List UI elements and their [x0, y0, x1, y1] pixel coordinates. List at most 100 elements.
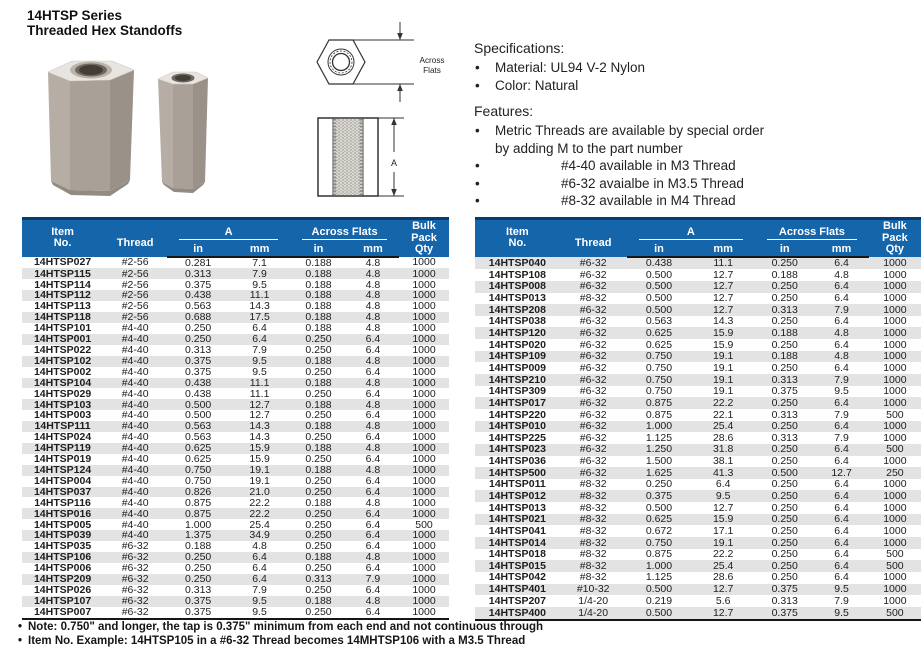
spec-item-color: • Color: Natural [472, 77, 917, 95]
flats-mm-cell: 6.4 [834, 502, 849, 514]
flats-in-cell: 0.250 [305, 410, 332, 422]
item-no-cell: 14HTSP119 [34, 442, 91, 454]
a-in-cell: 1.000 [645, 420, 673, 433]
flats-in-cell: 0.250 [771, 397, 798, 409]
flats-in-cell: 0.188 [305, 322, 332, 334]
table-row: 14HTSP013 #8-32 0.500 12.7 0.250 6.4 1000 [475, 502, 921, 514]
table-row: 14HTSP026 #6-32 0.313 7.9 0.250 6.4 1000 [22, 585, 449, 596]
a-mm-cell: 12.7 [249, 410, 270, 422]
table-row: 14HTSP018 #8-32 0.875 22.2 0.250 6.4 500 [475, 549, 921, 561]
flats-in-cell: 0.188 [305, 399, 332, 411]
a-in-cell: 0.563 [184, 301, 212, 313]
table-row: 14HTSP118 #2-56 0.688 17.5 0.188 4.8 1000 [22, 312, 449, 323]
flats-in-cell: 0.188 [771, 327, 798, 340]
table-row: 14HTSP109 #6-32 0.750 19.1 0.188 4.8 1000 [475, 350, 921, 363]
item-no-cell: 14HTSP102 [33, 355, 92, 367]
header-underline [638, 238, 744, 240]
thread-cell: #4-40 [121, 355, 149, 367]
a-dimension-label: A [391, 158, 397, 168]
flats-in-cell: 0.188 [771, 350, 798, 363]
header-flats-mm: mm [814, 242, 869, 258]
flats-in-cell: 0.188 [305, 268, 332, 280]
flats-in-cell: 0.313 [771, 408, 798, 421]
header-underline [767, 238, 857, 240]
qty-cell: 1000 [412, 562, 436, 574]
item-no-cell: 14HTSP037 [33, 486, 92, 498]
item-no-cell: 14HTSP006 [33, 562, 92, 574]
flats-mm-cell: 6.4 [365, 366, 381, 378]
qty-cell: 1000 [883, 513, 907, 526]
flats-mm-cell: 7.9 [365, 573, 381, 585]
flats-in-cell: 0.188 [305, 279, 332, 291]
flats-in-cell: 0.313 [771, 595, 798, 607]
hex-top-view [316, 39, 366, 85]
table-row: 14HTSP401 #10-32 0.500 12.7 0.375 9.5 1000 [475, 583, 921, 596]
a-in-cell: 0.313 [184, 344, 212, 356]
a-in-cell: 0.375 [184, 355, 212, 367]
feature-item-m3-5: • #6-32 avaialbe in M3.5 Thread [472, 175, 917, 193]
item-no-cell: 14HTSP022 [33, 344, 92, 356]
flats-in-cell: 0.250 [771, 525, 798, 537]
table-row: 14HTSP014 #8-32 0.750 19.1 0.250 6.4 1000 [475, 536, 921, 549]
flats-mm-cell: 4.8 [365, 421, 381, 433]
table-header: Item No. Thread A Across Flats Bulk Pack… [475, 218, 921, 258]
a-mm-cell: 19.1 [712, 536, 734, 549]
a-mm-cell: 12.7 [712, 269, 734, 281]
item-no-cell: 14HTSP023 [488, 443, 546, 456]
flats-mm-cell: 6.4 [365, 530, 381, 542]
qty-cell: 1000 [412, 322, 436, 334]
series-title: 14HTSP Series [27, 8, 123, 23]
item-no-cell: 14HTSP116 [34, 497, 91, 509]
qty-cell: 1000 [412, 301, 436, 313]
specs-features-block: Specifications: • Material: UL94 V-2 Nyl… [472, 40, 917, 210]
qty-cell: 1000 [883, 292, 907, 305]
flats-mm-cell: 6.4 [834, 455, 849, 468]
table-row: 14HTSP036 #6-32 1.500 38.1 0.250 6.4 1000 [475, 456, 921, 468]
a-in-cell: 0.438 [184, 388, 212, 400]
a-mm-cell: 15.9 [712, 327, 734, 340]
a-in-cell: 1.000 [645, 560, 673, 572]
side-view [317, 117, 379, 197]
thread-cell: #2-56 [121, 268, 149, 280]
qty-cell: 1000 [412, 573, 436, 585]
qty-cell: 1000 [412, 606, 436, 619]
thread-cell: 1/4-20 [578, 595, 609, 607]
a-mm-cell: 14.3 [249, 301, 270, 313]
product-title: Threaded Hex Standoffs [27, 23, 183, 39]
flats-mm-cell: 4.8 [365, 552, 381, 563]
table-row: 14HTSP011 #8-32 0.250 6.4 0.250 6.4 1000 [475, 479, 921, 491]
qty-cell: 1000 [883, 525, 907, 537]
table-row: 14HTSP016 #4-40 0.875 22.2 0.250 6.4 1000 [22, 508, 449, 520]
flats-mm-cell: 6.4 [365, 432, 381, 443]
a-in-cell: 1.125 [645, 432, 673, 444]
table-row: 14HTSP024 #4-40 0.563 14.3 0.250 6.4 1000 [22, 432, 449, 443]
item-no-cell: 14HTSP103 [33, 399, 92, 411]
qty-cell: 1000 [412, 508, 436, 520]
feature-item-m4: • #8-32 available in M4 Thread [472, 192, 917, 210]
table-row: 14HTSP220 #6-32 0.875 22.1 0.313 7.9 500 [475, 409, 921, 421]
flats-mm-cell: 4.8 [365, 290, 381, 302]
item-no-cell: 14HTSP009 [488, 362, 546, 374]
thread-cell: #8-32 [579, 525, 607, 537]
flats-mm-cell: 7.9 [834, 304, 849, 316]
flats-in-cell: 0.250 [305, 366, 332, 378]
flats-in-cell: 0.250 [771, 502, 798, 514]
table-row: 14HTSP225 #6-32 1.125 28.6 0.313 7.9 1000 [475, 432, 921, 444]
flats-in-cell: 0.250 [771, 257, 798, 270]
flats-in-cell: 0.250 [305, 453, 332, 465]
header-a-in: in [626, 242, 692, 258]
thread-cell: #6-32 [579, 256, 607, 269]
flats-mm-cell: 6.4 [834, 560, 849, 572]
thread-cell: #8-32 [579, 513, 607, 526]
note-item-example: • Item No. Example: 14HTSP105 in a #6-32… [18, 634, 526, 647]
thread-cell: #6-32 [579, 432, 607, 444]
header-item-no: Item No. [475, 218, 560, 257]
a-mm-cell: 19.1 [249, 475, 270, 487]
flats-in-cell: 0.250 [305, 606, 332, 619]
table-row: 14HTSP500 #6-32 1.625 41.3 0.500 12.7 250 [475, 467, 921, 479]
flats-in-cell: 0.250 [305, 486, 332, 498]
table-row: 14HTSP103 #4-40 0.500 12.7 0.188 4.8 1000 [22, 399, 449, 411]
table-row: 14HTSP112 #2-56 0.438 11.1 0.188 4.8 1000 [22, 290, 449, 302]
a-mm-cell: 19.1 [249, 464, 270, 476]
flats-in-cell: 0.188 [305, 355, 332, 367]
